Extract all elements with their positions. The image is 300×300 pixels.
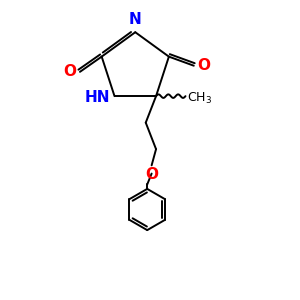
Text: O: O — [145, 167, 158, 182]
Text: HN: HN — [85, 90, 110, 105]
Text: CH$_3$: CH$_3$ — [187, 91, 212, 106]
Text: N: N — [129, 12, 142, 27]
Text: O: O — [63, 64, 76, 79]
Text: O: O — [197, 58, 210, 73]
